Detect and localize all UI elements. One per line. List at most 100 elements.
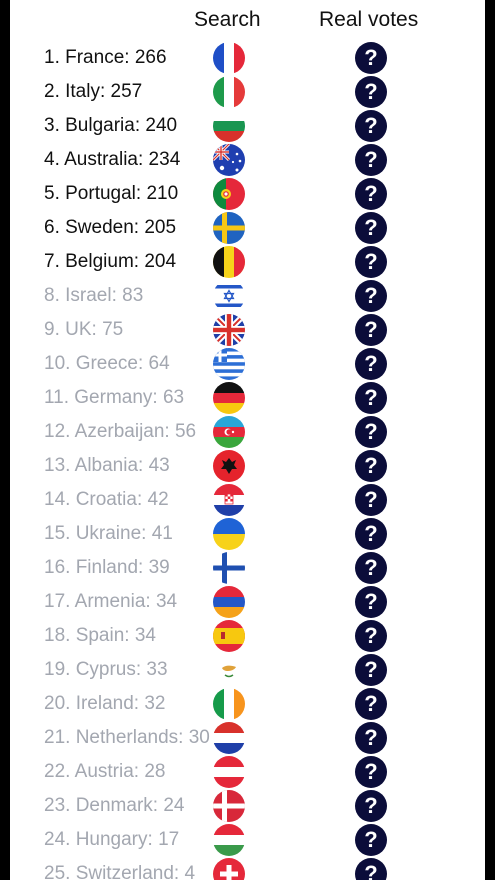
ranking-row: 8. Israel: 83? [10, 279, 485, 313]
netherlands-flag-icon [213, 722, 245, 754]
ranking-row: 9. UK: 75? [10, 313, 485, 347]
finland-flag-icon [213, 552, 245, 584]
ranking-label: 1. France: 266 [44, 47, 167, 68]
italy-flag-icon [213, 76, 245, 108]
belgium-flag-icon [213, 246, 245, 278]
azerbaijan-flag-icon [213, 416, 245, 448]
ranking-label: 4. Australia: 234 [44, 149, 181, 170]
ranking-label: 18. Spain: 34 [44, 625, 156, 646]
ranking-label: 11. Germany: 63 [44, 387, 185, 408]
reveal-vote-question-icon[interactable]: ? [355, 144, 387, 176]
armenia-flag-icon [213, 586, 245, 618]
reveal-vote-question-icon[interactable]: ? [355, 280, 387, 312]
ranking-label: 17. Armenia: 34 [44, 591, 178, 612]
ranking-row: 15. Ukraine: 41? [10, 517, 485, 551]
ranking-row: 12. Azerbaijan: 56? [10, 415, 485, 449]
ranking-row: 13. Albania: 43? [10, 449, 485, 483]
ranking-label: 19. Cyprus: 33 [44, 659, 168, 680]
ranking-label: 25. Switzerland: 4 [44, 863, 196, 880]
reveal-vote-question-icon[interactable]: ? [355, 484, 387, 516]
reveal-vote-question-icon[interactable]: ? [355, 654, 387, 686]
reveal-vote-question-icon[interactable]: ? [355, 756, 387, 788]
reveal-vote-question-icon[interactable]: ? [355, 382, 387, 414]
germany-flag-icon [213, 382, 245, 414]
ranking-label: 15. Ukraine: 41 [44, 523, 173, 544]
ranking-row: 3. Bulgaria: 240? [10, 109, 485, 143]
reveal-vote-question-icon[interactable]: ? [355, 450, 387, 482]
israel-flag-icon [213, 280, 245, 312]
reveal-vote-question-icon[interactable]: ? [355, 790, 387, 822]
ranking-label: 16. Finland: 39 [44, 557, 170, 578]
ranking-label: 21. Netherlands: 30 [44, 727, 210, 748]
sweden-flag-icon [213, 212, 245, 244]
ranking-row: 23. Denmark: 24? [10, 789, 485, 823]
ranking-row: 17. Armenia: 34? [10, 585, 485, 619]
ranking-row: 22. Austria: 28? [10, 755, 485, 789]
reveal-vote-question-icon[interactable]: ? [355, 246, 387, 278]
ranking-label: 12. Azerbaijan: 56 [44, 421, 197, 442]
ranking-row: 19. Cyprus: 33? [10, 653, 485, 687]
ireland-flag-icon [213, 688, 245, 720]
ranking-label: 3. Bulgaria: 240 [44, 115, 178, 136]
croatia-flag-icon [213, 484, 245, 516]
ranking-row: 5. Portugal: 210? [10, 177, 485, 211]
ranking-row: 24. Hungary: 17? [10, 823, 485, 857]
ranking-row: 21. Netherlands: 30? [10, 721, 485, 755]
ranking-label: 9. UK: 75 [44, 319, 124, 340]
ranking-label: 13. Albania: 43 [44, 455, 170, 476]
reveal-vote-question-icon[interactable]: ? [355, 76, 387, 108]
reveal-vote-question-icon[interactable]: ? [355, 212, 387, 244]
ranking-label: 14. Croatia: 42 [44, 489, 169, 510]
reveal-vote-question-icon[interactable]: ? [355, 110, 387, 142]
ranking-row: 10. Greece: 64? [10, 347, 485, 381]
ranking-label: 5. Portugal: 210 [44, 183, 179, 204]
ranking-row: 25. Switzerland: 4? [10, 857, 485, 880]
real-votes-column-header: Real votes [319, 8, 419, 31]
reveal-vote-question-icon[interactable]: ? [355, 416, 387, 448]
reveal-vote-question-icon[interactable]: ? [355, 42, 387, 74]
search-column-header: Search [194, 8, 261, 31]
reveal-vote-question-icon[interactable]: ? [355, 348, 387, 380]
ranking-label: 24. Hungary: 17 [44, 829, 180, 850]
uk-flag-icon [213, 314, 245, 346]
ranking-row: 2. Italy: 257? [10, 75, 485, 109]
reveal-vote-question-icon[interactable]: ? [355, 858, 387, 880]
switzerland-flag-icon [213, 858, 245, 880]
ranking-row: 18. Spain: 34? [10, 619, 485, 653]
france-flag-icon [213, 42, 245, 74]
ranking-row: 11. Germany: 63? [10, 381, 485, 415]
albania-flag-icon [213, 450, 245, 482]
ranking-row: 16. Finland: 39? [10, 551, 485, 585]
spain-flag-icon [213, 620, 245, 652]
ukraine-flag-icon [213, 518, 245, 550]
ranking-row: 4. Australia: 234? [10, 143, 485, 177]
reveal-vote-question-icon[interactable]: ? [355, 314, 387, 346]
ranking-row: 7. Belgium: 204? [10, 245, 485, 279]
portugal-flag-icon [213, 178, 245, 210]
reveal-vote-question-icon[interactable]: ? [355, 552, 387, 584]
reveal-vote-question-icon[interactable]: ? [355, 722, 387, 754]
reveal-vote-question-icon[interactable]: ? [355, 178, 387, 210]
ranking-row: 20. Ireland: 32? [10, 687, 485, 721]
ranking-panel: Search Real votes 1. France: 266? 2. Ital… [10, 0, 485, 880]
reveal-vote-question-icon[interactable]: ? [355, 620, 387, 652]
austria-flag-icon [213, 756, 245, 788]
bulgaria-flag-icon [213, 110, 245, 142]
ranking-row: 1. France: 266? [10, 41, 485, 75]
ranking-label: 2. Italy: 257 [44, 81, 143, 102]
greece-flag-icon [213, 348, 245, 380]
reveal-vote-question-icon[interactable]: ? [355, 824, 387, 856]
denmark-flag-icon [213, 790, 245, 822]
hungary-flag-icon [213, 824, 245, 856]
australia-flag-icon [213, 144, 245, 176]
ranking-label: 6. Sweden: 205 [44, 217, 177, 238]
ranking-label: 22. Austria: 28 [44, 761, 166, 782]
ranking-label: 20. Ireland: 32 [44, 693, 166, 714]
reveal-vote-question-icon[interactable]: ? [355, 586, 387, 618]
reveal-vote-question-icon[interactable]: ? [355, 518, 387, 550]
ranking-row: 14. Croatia: 42? [10, 483, 485, 517]
ranking-label: 10. Greece: 64 [44, 353, 170, 374]
cyprus-flag-icon [213, 654, 245, 686]
ranking-label: 8. Israel: 83 [44, 285, 144, 306]
reveal-vote-question-icon[interactable]: ? [355, 688, 387, 720]
